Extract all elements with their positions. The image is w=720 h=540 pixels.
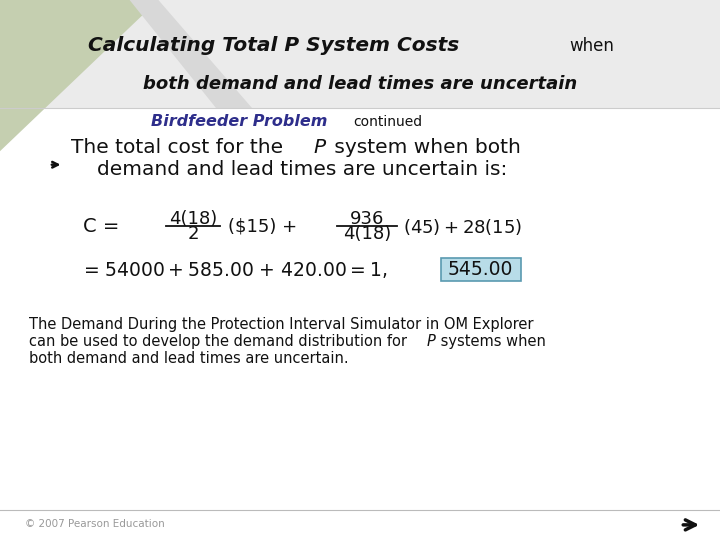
Bar xyxy=(0,0,720,108)
Text: The Demand During the Protection Interval Simulator in OM Explorer: The Demand During the Protection Interva… xyxy=(29,316,534,332)
Text: P: P xyxy=(426,334,435,349)
Text: can be used to develop the demand distribution for: can be used to develop the demand distri… xyxy=(29,334,411,349)
FancyBboxPatch shape xyxy=(441,258,521,281)
Text: 4(18): 4(18) xyxy=(343,225,392,243)
Text: demand and lead times are uncertain is:: demand and lead times are uncertain is: xyxy=(97,160,508,179)
Polygon shape xyxy=(130,0,252,108)
Text: P: P xyxy=(313,138,325,157)
Polygon shape xyxy=(0,0,158,151)
Text: ($15) +: ($15) + xyxy=(228,218,297,236)
Text: 4(18): 4(18) xyxy=(168,210,217,228)
Text: continued: continued xyxy=(353,114,422,129)
Text: 545.00: 545.00 xyxy=(448,260,513,279)
Text: 2: 2 xyxy=(187,225,199,243)
Text: C =: C = xyxy=(83,217,120,237)
Text: both demand and lead times are uncertain.: both demand and lead times are uncertain… xyxy=(29,351,348,366)
Text: Calculating Total P System Costs: Calculating Total P System Costs xyxy=(88,36,459,56)
Text: © 2007 Pearson Education: © 2007 Pearson Education xyxy=(25,519,165,529)
Text: Birdfeeder Problem: Birdfeeder Problem xyxy=(151,114,328,129)
Bar xyxy=(0,108,720,540)
Text: when: when xyxy=(569,37,613,55)
Text: both demand and lead times are uncertain: both demand and lead times are uncertain xyxy=(143,75,577,93)
Text: ($45) + 28($15): ($45) + 28($15) xyxy=(403,217,523,237)
Text: = $540 00 +$585.00 + $420.00 = $1,: = $540 00 +$585.00 + $420.00 = $1, xyxy=(83,260,387,280)
Text: systems when: systems when xyxy=(436,334,546,349)
Text: The total cost for the: The total cost for the xyxy=(71,138,289,157)
Text: system when both: system when both xyxy=(328,138,521,157)
Text: 936: 936 xyxy=(350,210,384,228)
